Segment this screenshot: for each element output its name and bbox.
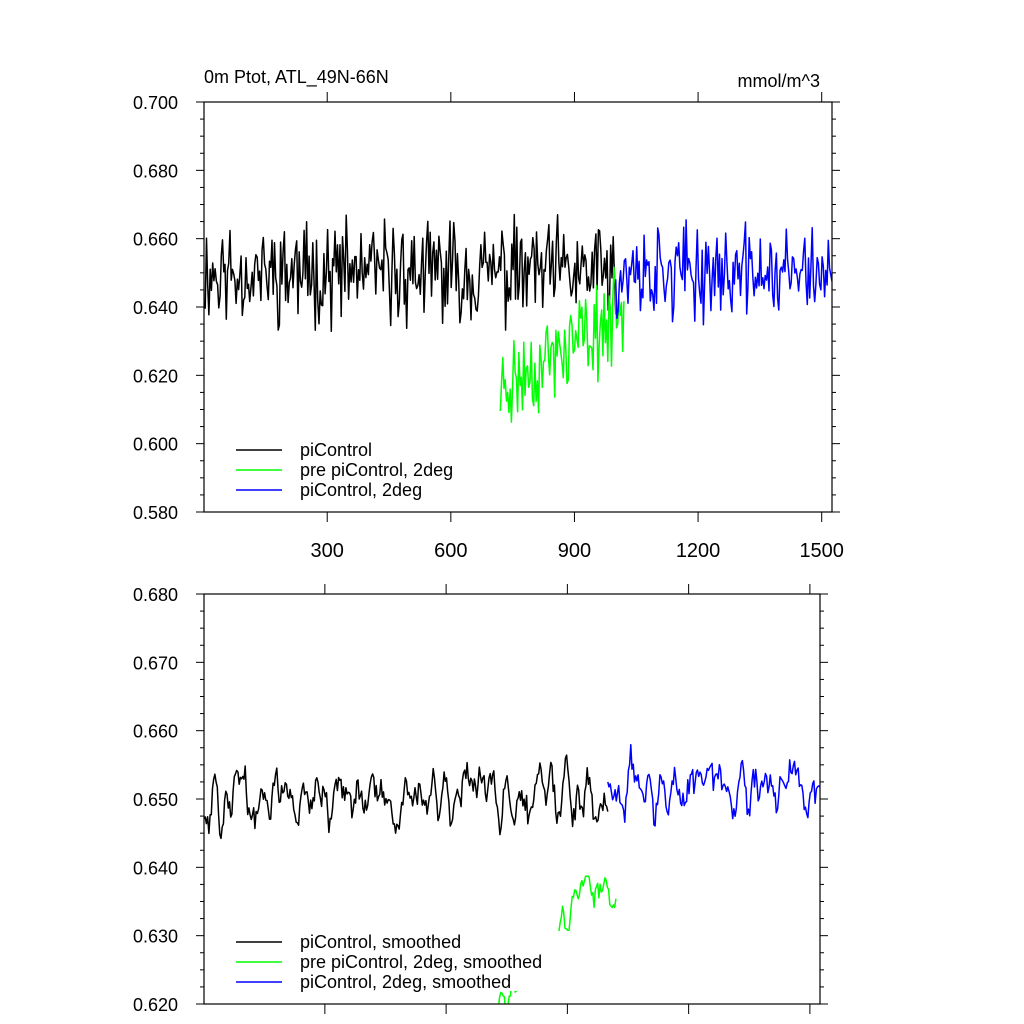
legend-bg bbox=[232, 971, 572, 991]
y-tick-label: 0.620 bbox=[133, 995, 178, 1015]
y-tick-label: 0.660 bbox=[133, 230, 178, 250]
legend-label: pre piControl, 2deg, smoothed bbox=[300, 952, 542, 972]
legend-bg bbox=[232, 931, 572, 951]
y-tick-label: 0.680 bbox=[133, 161, 178, 181]
y-tick-label: 0.700 bbox=[133, 93, 178, 113]
y-tick-label: 0.670 bbox=[133, 653, 178, 673]
legend-label: pre piControl, 2deg bbox=[300, 460, 453, 480]
y-tick-label: 0.640 bbox=[133, 298, 178, 318]
y-tick-label: 0.660 bbox=[133, 722, 178, 742]
top-panel: 0.580 0.600 0.620 0.640 0.660 0.680 0.700 300 60… bbox=[133, 92, 844, 562]
series-line-picontrol-2deg-smoothed bbox=[607, 743, 820, 827]
y-tick-label: 0.620 bbox=[133, 366, 178, 386]
legend-label: piControl, 2deg, smoothed bbox=[300, 972, 511, 992]
x-tick-label: 1200 bbox=[676, 540, 721, 562]
legend-bg bbox=[232, 951, 572, 971]
x-tick-label: 300 bbox=[311, 540, 344, 562]
x-tick-label: 1500 bbox=[799, 540, 844, 562]
units-label: mmol/m^3 bbox=[738, 71, 820, 91]
x-tick-label: 900 bbox=[558, 540, 591, 562]
legend-label: piControl, 2deg bbox=[300, 480, 422, 500]
y-tick-label: 0.580 bbox=[133, 503, 178, 523]
y-tick-label: 0.600 bbox=[133, 435, 178, 455]
x-tick-label: 600 bbox=[434, 540, 467, 562]
legend-bg bbox=[232, 459, 572, 479]
bottom-panel: 0.620 0.630 0.640 0.650 0.660 0.670 0.680 piCon… bbox=[133, 584, 828, 1015]
series-line-picontrol-smoothed bbox=[204, 754, 609, 840]
legend-label: piControl, smoothed bbox=[300, 932, 461, 952]
legend-bg bbox=[232, 479, 572, 499]
series-line-picontrol bbox=[204, 213, 617, 333]
legend-label: piControl bbox=[300, 440, 372, 460]
y-tick-label: 0.640 bbox=[133, 858, 178, 878]
series-line-picontrol-2deg bbox=[614, 219, 832, 326]
y-tick-label: 0.680 bbox=[133, 585, 178, 605]
y-tick-label: 0.630 bbox=[133, 927, 178, 947]
y-tick-label: 0.650 bbox=[133, 790, 178, 810]
chart-title: 0m Ptot, ATL_49N-66N bbox=[204, 67, 389, 88]
series-line-pre-picontrol-2deg bbox=[499, 266, 625, 423]
legend-bg bbox=[232, 439, 572, 459]
